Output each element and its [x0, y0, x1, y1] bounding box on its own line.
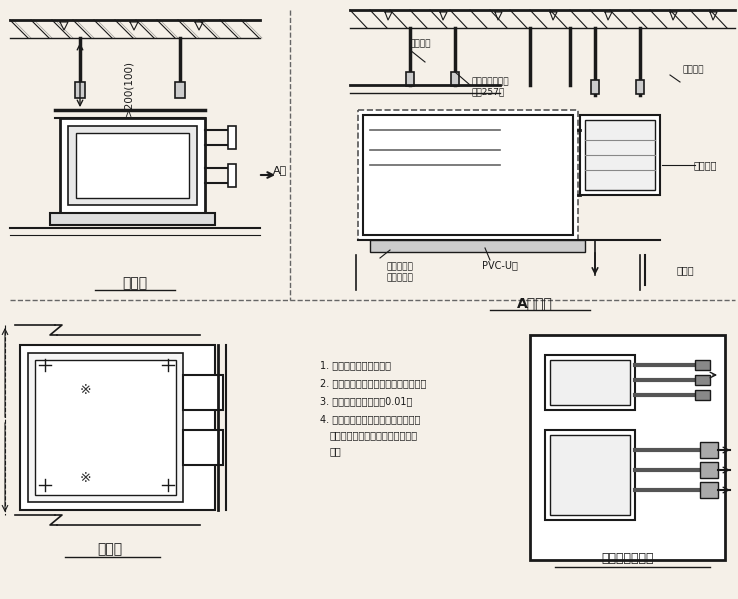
Bar	[550, 360, 630, 405]
Bar	[530, 335, 725, 560]
Bar	[228, 126, 236, 149]
Bar	[363, 115, 573, 235]
Bar	[183, 430, 223, 465]
Circle shape	[427, 157, 463, 193]
Bar	[695, 360, 710, 370]
Text: 1. 本图适用于管道回风。: 1. 本图适用于管道回风。	[320, 360, 391, 370]
Bar	[76, 133, 189, 198]
Text: ※: ※	[79, 471, 91, 485]
Bar	[406, 72, 414, 86]
Text: 滤器回风口: 滤器回风口	[387, 274, 413, 283]
Bar	[175, 82, 185, 98]
Text: 消声弯管: 消声弯管	[410, 40, 431, 49]
Bar	[580, 115, 660, 195]
Bar	[35, 360, 176, 495]
Bar	[60, 118, 205, 213]
Circle shape	[442, 172, 448, 178]
Text: A向: A向	[273, 165, 287, 175]
Bar	[183, 375, 223, 410]
Text: 水平出风: 水平出风	[693, 160, 717, 170]
Text: 立面图: 立面图	[123, 276, 148, 290]
Bar	[550, 435, 630, 515]
Text: 详第257页: 详第257页	[472, 87, 505, 96]
Bar	[700, 482, 718, 498]
Bar	[585, 120, 655, 190]
Bar	[545, 355, 635, 410]
Bar	[20, 345, 215, 510]
Bar	[68, 126, 197, 205]
Bar	[451, 72, 459, 86]
Bar	[695, 375, 710, 385]
Bar	[370, 240, 585, 252]
Bar	[545, 430, 635, 520]
Text: 下出风: 下出风	[676, 265, 694, 275]
Text: ※: ※	[79, 383, 91, 397]
Text: 消声弯管: 消声弯管	[682, 65, 704, 74]
Bar	[228, 164, 236, 187]
Text: 力。: 力。	[330, 446, 342, 456]
Bar	[695, 390, 710, 400]
Text: PVC-U管: PVC-U管	[482, 260, 518, 270]
Text: 2. 括号内数字为未装减振吊架的尺寸。: 2. 括号内数字为未装减振吊架的尺寸。	[320, 378, 427, 388]
Circle shape	[41, 361, 49, 369]
Text: >200(100): >200(100)	[123, 60, 133, 116]
Text: 等管时，风机盘管管压应充服其阻: 等管时，风机盘管管压应充服其阻	[330, 430, 418, 440]
Text: 3. 截始水管坡度不小于0.01。: 3. 截始水管坡度不小于0.01。	[320, 396, 413, 406]
Text: 另一种接管方式: 另一种接管方式	[601, 552, 655, 565]
Bar	[358, 110, 578, 240]
Text: 门铰式管道: 门铰式管道	[387, 262, 413, 271]
Bar	[591, 80, 599, 94]
Bar	[636, 80, 644, 94]
Circle shape	[164, 361, 172, 369]
Circle shape	[41, 481, 49, 489]
Text: 吊夹弹簧减震器: 吊夹弹簧减震器	[471, 77, 508, 86]
Bar	[700, 462, 718, 478]
Bar	[28, 353, 183, 502]
Text: 4. 订货时注明管压要求。若安装消声: 4. 订货时注明管压要求。若安装消声	[320, 414, 421, 424]
Bar	[700, 442, 718, 458]
Text: A向视图: A向视图	[517, 296, 553, 310]
Circle shape	[164, 481, 172, 489]
Bar	[75, 82, 85, 98]
Text: 平面图: 平面图	[97, 542, 123, 556]
Bar	[50, 213, 215, 225]
